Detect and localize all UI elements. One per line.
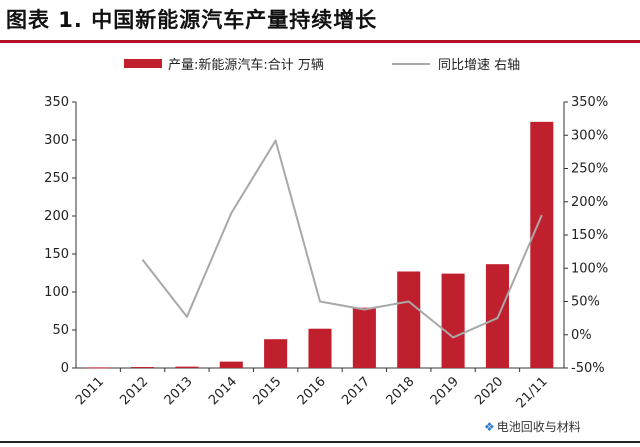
bar (219, 361, 243, 368)
growth-line (141, 139, 543, 339)
left-y-tick-label: 150 (44, 247, 69, 262)
x-tick-label: 2020 (472, 374, 506, 408)
right-y-tick-label: 200% (571, 195, 608, 210)
right-y-tick-label: 350% (571, 95, 608, 110)
left-y-tick-label: 250 (44, 171, 69, 186)
x-tick-label: 2019 (428, 374, 462, 408)
bar (86, 367, 110, 369)
x-tick-label: 2016 (295, 374, 329, 408)
right-y-tick-label: 250% (571, 162, 608, 177)
bar (264, 339, 288, 368)
bar (352, 307, 376, 368)
bar (175, 366, 199, 368)
wechat-icon: ❖ (484, 420, 495, 434)
right-y-tick-label: 300% (571, 128, 608, 143)
bottom-divider (0, 441, 640, 443)
x-tick-label: 2015 (250, 374, 284, 408)
chart-canvas: 0 50 100 150 200 250 300 350 -50% 0% 50% 100% 150% 20… (44, 95, 608, 411)
chart-title: 图表 1. 中国新能源汽车产量持续增长 (6, 8, 378, 32)
legend-line-label: 同比增速 右轴 (438, 58, 521, 73)
x-tick-label: 2011 (73, 374, 107, 408)
bar (441, 273, 465, 368)
watermark: ❖ 电池回收与材料 (482, 418, 583, 435)
x-tick-label: 2012 (117, 374, 151, 408)
right-y-tick-label: 100% (571, 261, 608, 276)
right-y-tick-label: 50% (571, 295, 600, 310)
left-y-tick-label: 0 (61, 361, 69, 376)
legend-bar-label: 产量:新能源汽车:合计 万辆 (168, 58, 324, 73)
x-tick-label: 2017 (339, 374, 373, 408)
right-y-tick-label: 150% (571, 228, 608, 243)
right-y-tick-label: 0% (571, 328, 592, 343)
legend-line-swatch (392, 63, 430, 65)
bar (308, 328, 332, 368)
x-tick-label: 2014 (206, 374, 240, 408)
right-y-tick-label: -50% (571, 361, 605, 376)
bar (397, 271, 421, 368)
legend: 产量:新能源汽车:合计 万辆 同比增速 右轴 (0, 52, 640, 74)
left-y-tick-label: 200 (44, 209, 69, 224)
bar (131, 367, 155, 369)
left-y-tick-label: 50 (52, 323, 69, 338)
title-divider (0, 40, 640, 43)
x-tick-label: 2013 (162, 374, 196, 408)
legend-bar-swatch (124, 59, 162, 68)
watermark-text: 电池回收与材料 (496, 420, 581, 434)
left-y-tick-label: 300 (44, 133, 69, 148)
left-y-tick-label: 350 (44, 95, 69, 110)
title-bar: 图表 1. 中国新能源汽车产量持续增长 (0, 0, 640, 40)
bar (530, 121, 554, 368)
x-tick-label: 2018 (384, 374, 418, 408)
left-y-tick-label: 100 (44, 285, 69, 300)
x-tick-label: 21/11 (514, 374, 551, 411)
